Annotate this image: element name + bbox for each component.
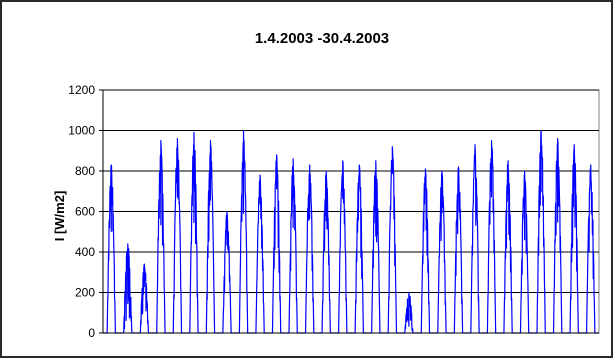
y-tick-label-800: 800 (75, 164, 95, 178)
y-tick-labels: 0 200 400 600 800 1000 1200 (68, 83, 103, 340)
y-tick-label-0: 0 (88, 326, 95, 340)
chart-title: 1.4.2003 -30.4.2003 (255, 30, 389, 47)
y-tick-label-200: 200 (75, 286, 95, 300)
y-tick-label-600: 600 (75, 205, 95, 219)
y-tick-label-1000: 1000 (68, 124, 95, 138)
y-tick-label-1200: 1200 (68, 83, 95, 97)
y-tick-label-400: 400 (75, 245, 95, 259)
y-axis-title: I [W/m2] (52, 191, 67, 242)
grid-lines (103, 89, 599, 293)
